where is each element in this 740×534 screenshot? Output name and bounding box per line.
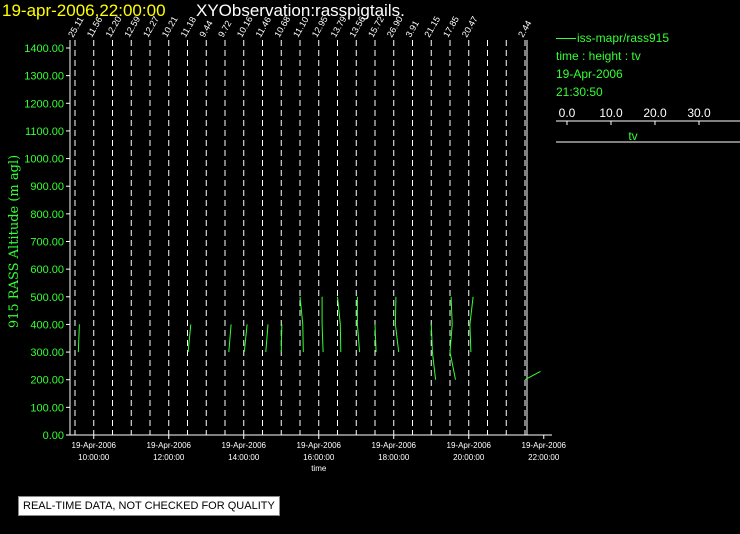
profile-trace (321, 296, 324, 353)
y-axis-title: 915 RASS Altitude (m agl) (7, 155, 22, 328)
legend-date: 19-Apr-2006 (556, 67, 623, 81)
profile-label: 13.79 (329, 14, 349, 39)
profile-label: 10.68 (272, 14, 292, 39)
y-tick-label: 1400.00 (24, 43, 64, 55)
profile-trace (299, 296, 304, 353)
y-tick-label: 500.00 (30, 292, 64, 304)
x-tick-date: 19-Apr-2006 (222, 441, 267, 450)
profile-label: 10.16 (235, 14, 255, 39)
scale-tick-label: 10.0 (599, 106, 623, 120)
legend: iss-mapr/rass915 time : height : tv 19-A… (556, 29, 740, 101)
y-axis: 0.00 100.00 200.00 300.00 400.00 500.00 600.00… (24, 40, 71, 442)
x-tick-date: 19-Apr-2006 (372, 441, 417, 450)
profile-trace (265, 324, 269, 353)
profiles (74, 40, 541, 435)
y-tick-label: 600.00 (30, 264, 64, 276)
y-tick-label: 900.00 (30, 181, 64, 193)
profile-trace (243, 324, 248, 353)
profile-label: 21.15 (422, 14, 442, 39)
profile-label: 11.46 (254, 15, 274, 39)
x-tick-date: 19-Apr-2006 (447, 441, 492, 450)
scale-tick-label: 30.0 (687, 106, 711, 120)
profile-trace (280, 324, 283, 353)
profile-label: 12.59 (122, 14, 142, 39)
x-tick-date: 19-Apr-2006 (522, 441, 567, 450)
profile-trace (430, 324, 437, 380)
y-tick-label: 100.00 (30, 402, 64, 414)
y-tick-label: 700.00 (30, 237, 64, 249)
legend-variables: time : height : tv (556, 49, 641, 63)
profile-label: 3.91 (404, 19, 421, 39)
y-tick-label: 1000.00 (24, 154, 64, 166)
profile-trace (524, 370, 541, 381)
y-tick-label: 400.00 (30, 319, 64, 331)
profile-label: 11.10 (291, 15, 311, 39)
x-tick-time: 14:00:00 (228, 453, 260, 462)
profile-label: 12.27 (141, 14, 161, 39)
profile-trace (356, 296, 361, 353)
x-tick-time: 16:00:00 (303, 453, 335, 462)
profile-label: 9.44 (197, 19, 214, 39)
profile-label: 2.44 (516, 19, 533, 39)
y-tick-label: 1100.00 (25, 126, 64, 138)
profile-trace (449, 296, 456, 380)
legend-series: iss-mapr/rass915 (556, 29, 740, 47)
profile-label: 15.72 (366, 14, 386, 39)
profile-trace (228, 324, 232, 353)
axis-titles: time 915 RASS Altitude (m agl) (7, 155, 327, 473)
profile-label: 11.56 (85, 15, 105, 39)
scale-label: tv (628, 129, 637, 143)
legend-swatch (556, 38, 576, 40)
x-tick-date: 19-Apr-2006 (147, 441, 192, 450)
profile-trace (469, 296, 474, 353)
y-tick-label: 300.00 (30, 347, 64, 359)
legend-scale: 0.0 10.0 20.0 30.0 tv (556, 106, 740, 143)
profile-label: 13.56 (347, 14, 367, 39)
x-tick-time: 18:00:00 (378, 453, 410, 462)
x-tick-time: 12:00:00 (153, 453, 185, 462)
scale-tick-label: 0.0 (559, 106, 576, 120)
x-tick-date: 19-Apr-2006 (72, 441, 117, 450)
x-tick-date: 19-Apr-2006 (297, 441, 342, 450)
profile-label: 11.18 (179, 15, 199, 39)
y-tick-label: 0.00 (43, 430, 64, 442)
profile-trace (77, 324, 80, 353)
profile-label: 25.11 (66, 15, 86, 39)
legend-series-label: iss-mapr/rass915 (577, 31, 670, 45)
profile-label: 10.21 (160, 14, 180, 39)
profile-label: 20.47 (460, 14, 480, 39)
chart-title: 19-apr-2006,22:00:00 (2, 1, 166, 20)
profile-trace (394, 296, 400, 353)
chart-subtitle: XYObservation:rasspigtails. (196, 1, 405, 20)
x-tick-time: 22:00:00 (528, 453, 560, 462)
profile-label: 26.90 (385, 14, 405, 39)
quality-disclaimer: REAL-TIME DATA, NOT CHECKED FOR QUALITY (18, 496, 280, 516)
x-tick-time: 20:00:00 (453, 453, 485, 462)
profile-label: 9.72 (216, 19, 233, 39)
profile-trace (337, 296, 342, 353)
y-tick-label: 800.00 (30, 209, 64, 221)
legend-time: 21:30:50 (556, 85, 603, 99)
x-axis: 19-Apr-2006 10:00:00 19-Apr-2006 12:00:00 19… (70, 40, 567, 462)
profile-label: 12.20 (104, 14, 124, 39)
x-tick-time: 10:00:00 (78, 453, 110, 462)
profile-label: 17.85 (441, 14, 461, 39)
y-tick-label: 200.00 (30, 375, 64, 387)
profile-label: 12.95 (310, 14, 330, 39)
y-tick-label: 1200.00 (24, 98, 64, 110)
profile-trace (187, 324, 192, 353)
x-axis-title: time (311, 464, 327, 473)
scale-tick-label: 20.0 (643, 106, 667, 120)
profile-trace (374, 324, 377, 353)
y-tick-label: 1300.00 (24, 71, 64, 83)
